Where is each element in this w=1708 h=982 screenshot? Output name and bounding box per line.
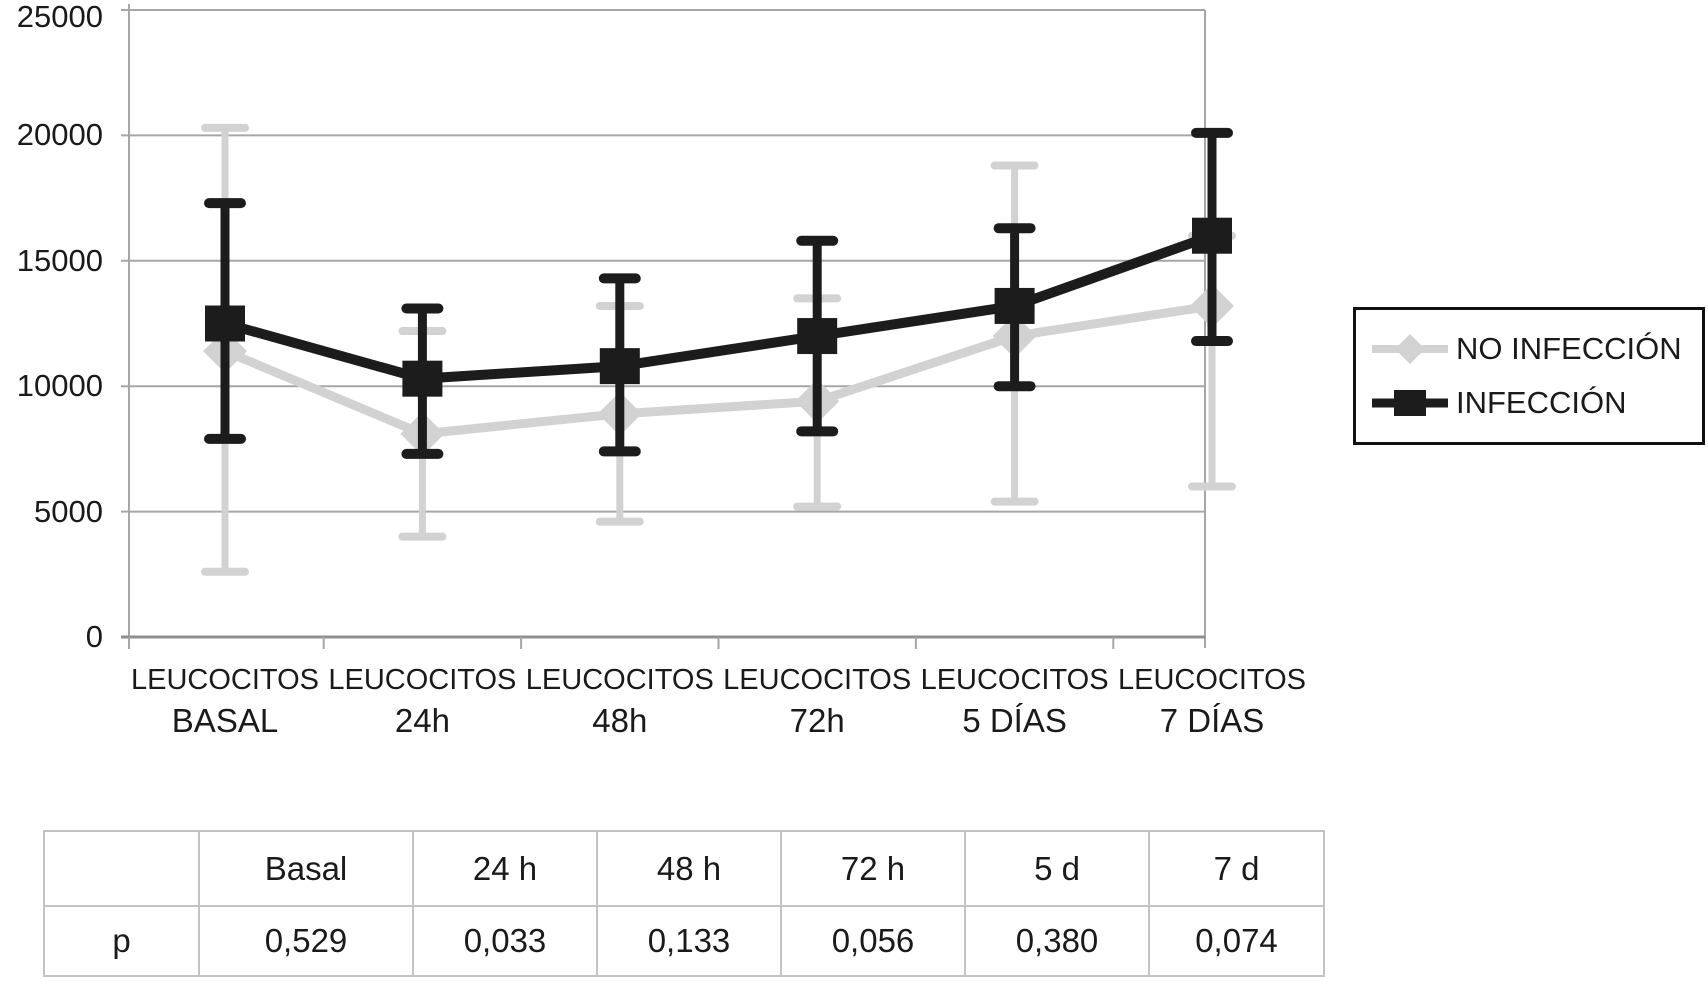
x-category-line1: LEUCOCITOS	[525, 664, 714, 696]
p-value-24h: 0,033	[412, 905, 598, 977]
row-label-p: p	[43, 905, 200, 977]
y-tick-label: 0	[85, 619, 103, 654]
table-header-72h: 72 h	[780, 830, 966, 907]
legend-item-no-infeccion: NO INFECCIÓN	[1368, 329, 1702, 369]
square-marker	[599, 348, 640, 385]
table-header-empty	[43, 830, 200, 907]
x-category-line1: LEUCOCITOS	[920, 664, 1109, 696]
square-marker	[1192, 217, 1232, 254]
x-category-line1: LEUCOCITOS	[130, 664, 319, 696]
series-line	[223, 231, 1214, 384]
x-category-line2: 7 DÍAS	[1159, 702, 1265, 739]
p-value-5d: 0,380	[964, 905, 1150, 977]
x-category-line2: 72h	[789, 702, 845, 739]
table-header-basal: Basal	[198, 830, 414, 907]
x-category-label: LEUCOCITOS 72h	[697, 665, 937, 738]
square-marker	[205, 305, 245, 342]
x-category-line1: LEUCOCITOS	[328, 664, 517, 696]
legend: NO INFECCIÓN INFECCIÓN	[1353, 307, 1705, 445]
table-header-48h: 48 h	[596, 830, 782, 907]
table-header-row: Basal 24 h 48 h 72 h 5 d 7 d	[43, 830, 1325, 907]
legend-item-infeccion: INFECCIÓN	[1368, 383, 1702, 423]
legend-label: INFECCIÓN	[1456, 385, 1627, 420]
x-category-line1: LEUCOCITOS	[723, 664, 912, 696]
p-value-basal: 0,529	[198, 905, 414, 977]
table-row-p: p 0,529 0,033 0,133 0,056 0,380 0,074	[43, 905, 1325, 977]
y-tick-label: 5000	[34, 493, 103, 529]
square-marker	[402, 360, 443, 397]
x-category-line2: BASAL	[171, 702, 279, 739]
x-category-label: LEUCOCITOS BASAL	[105, 665, 345, 738]
p-value-72h: 0,056	[780, 905, 966, 977]
x-category-label: LEUCOCITOS 5 DÍAS	[895, 665, 1135, 738]
x-category-line1: LEUCOCITOS	[1117, 664, 1306, 696]
table-header-5d: 5 d	[964, 830, 1150, 907]
legend-label: NO INFECCIÓN	[1456, 331, 1682, 366]
x-category-line2: 24h	[394, 702, 450, 739]
x-category-line2: 48h	[592, 702, 648, 739]
series-infección	[204, 127, 1233, 459]
x-category-line2: 5 DÍAS	[962, 702, 1067, 739]
square-marker-icon	[1372, 390, 1448, 416]
table-header-7d: 7 d	[1148, 830, 1325, 907]
p-value-table: Basal 24 h 48 h 72 h 5 d 7 d p 0,529 0,0…	[43, 830, 1325, 977]
series-line	[223, 301, 1213, 439]
line-chart	[121, 4, 1236, 649]
x-category-label: LEUCOCITOS 7 DÍAS	[1092, 665, 1332, 738]
diamond-marker-icon	[1372, 334, 1448, 364]
table-header-24h: 24 h	[412, 830, 598, 907]
gridlines	[121, 9, 1205, 513]
x-category-label: LEUCOCITOS 24h	[302, 665, 542, 738]
p-value-48h: 0,133	[596, 905, 782, 977]
square-marker	[797, 318, 838, 355]
p-value-7d: 0,074	[1148, 905, 1325, 977]
x-category-label: LEUCOCITOS 48h	[500, 665, 740, 738]
y-tick-label: 25000	[16, 0, 103, 34]
y-tick-label: 20000	[16, 117, 103, 153]
y-tick-label: 10000	[16, 368, 103, 404]
square-marker	[994, 287, 1035, 324]
y-tick-label: 15000	[16, 242, 103, 278]
